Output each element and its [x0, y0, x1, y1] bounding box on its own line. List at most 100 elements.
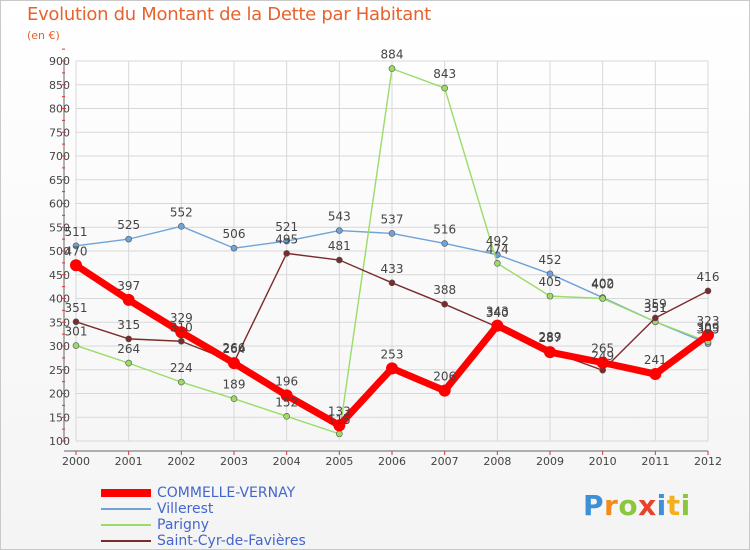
- data-label: 481: [328, 239, 351, 253]
- legend-swatch-villerest: [101, 508, 151, 510]
- data-point: [491, 319, 504, 332]
- chart-title: Evolution du Montant de la Dette par Hab…: [27, 4, 431, 25]
- y-tick-label: 750: [49, 126, 70, 139]
- data-label: 196: [275, 374, 298, 388]
- data-label: 397: [117, 279, 140, 293]
- data-label: 253: [381, 347, 404, 361]
- data-label: 189: [223, 378, 246, 392]
- data-point: [704, 287, 712, 295]
- data-label: 206: [433, 370, 456, 384]
- data-point: [178, 337, 185, 345]
- logo-letter: t: [666, 489, 681, 522]
- y-tick-label: 400: [49, 293, 70, 306]
- data-label: 351: [644, 301, 667, 315]
- x-tick-label: 2005: [325, 455, 353, 468]
- data-point: [125, 335, 132, 343]
- legend-item-parigny[interactable]: Parigny: [101, 517, 306, 533]
- data-label: 305: [697, 323, 720, 337]
- legend-item-villerest[interactable]: Villerest: [101, 501, 306, 517]
- data-label: 264: [223, 342, 246, 356]
- data-label: 388: [433, 283, 456, 297]
- x-tick-label: 2010: [589, 455, 617, 468]
- data-label: 470: [65, 244, 88, 258]
- data-point: [388, 279, 396, 287]
- y-tick-label: 650: [49, 174, 70, 187]
- y-tick-label: 200: [49, 388, 70, 401]
- data-point: [652, 314, 659, 322]
- data-label: 552: [170, 205, 193, 219]
- y-tick-label: 700: [49, 150, 70, 163]
- data-point: [546, 292, 554, 300]
- data-label: 340: [486, 306, 509, 320]
- data-point: [388, 230, 396, 237]
- y-tick-label: 550: [49, 221, 70, 234]
- legend-item-commelle-vernay[interactable]: COMMELLE-VERNAY: [101, 485, 306, 501]
- data-label: 224: [170, 361, 193, 375]
- legend-swatch-saint-cyr: [101, 540, 151, 542]
- data-point: [333, 419, 346, 432]
- data-label: 315: [117, 318, 140, 332]
- data-point: [438, 384, 451, 397]
- data-label: 115: [328, 413, 351, 427]
- logo-letter: r: [604, 489, 619, 522]
- data-label: 884: [381, 48, 404, 62]
- data-label: 525: [117, 218, 140, 232]
- x-tick-label: 2002: [167, 455, 195, 468]
- data-point: [649, 368, 662, 381]
- data-label: 433: [381, 262, 404, 276]
- data-label: 452: [539, 253, 562, 267]
- data-point: [178, 223, 185, 230]
- data-point: [441, 300, 448, 308]
- y-tick-label: 600: [49, 198, 70, 211]
- data-point: [283, 237, 290, 245]
- data-point: [72, 342, 80, 349]
- legend-label-villerest: Villerest: [157, 501, 214, 517]
- data-label: 309: [697, 321, 720, 335]
- data-point: [494, 260, 501, 267]
- legend-label-parigny: Parigny: [157, 517, 210, 533]
- data-label: 495: [275, 232, 298, 246]
- legend-label-commelle-vernay: COMMELLE-VERNAY: [157, 485, 296, 501]
- data-label: 264: [117, 342, 140, 356]
- data-point: [599, 295, 606, 302]
- data-point: [70, 259, 82, 272]
- data-point: [544, 346, 556, 359]
- data-point: [546, 270, 554, 278]
- data-point: [388, 65, 396, 72]
- y-tick-label: 450: [49, 269, 70, 282]
- data-point: [280, 389, 293, 402]
- logo-letter: x: [638, 489, 657, 522]
- y-tick-label: 500: [49, 245, 70, 258]
- legend-item-saint-cyr[interactable]: Saint-Cyr-de-Favières: [101, 533, 306, 549]
- legend-swatch-commelle-vernay: [101, 489, 151, 497]
- data-label: 287: [539, 331, 562, 345]
- y-tick-label: 350: [49, 316, 70, 329]
- x-tick-label: 2012: [694, 455, 722, 468]
- data-point: [230, 244, 238, 252]
- x-tick-label: 2000: [62, 455, 90, 468]
- legend-swatch-parigny: [101, 524, 151, 526]
- chart-subtitle: (en €): [27, 29, 60, 42]
- data-label: 310: [170, 320, 193, 334]
- data-point: [125, 359, 132, 367]
- y-tick-label: 100: [49, 435, 70, 448]
- data-label: 343: [486, 305, 509, 319]
- data-point: [596, 356, 609, 369]
- data-point: [336, 256, 343, 264]
- logo-letter: i: [656, 489, 667, 522]
- data-label: 152: [275, 395, 298, 409]
- x-tick-label: 2011: [641, 455, 669, 468]
- data-point: [441, 84, 448, 92]
- data-label: 521: [275, 220, 298, 234]
- data-label: 400: [591, 278, 614, 292]
- data-label: 492: [486, 234, 509, 248]
- data-point: [228, 357, 240, 370]
- data-label: 474: [486, 242, 509, 256]
- x-tick-label: 2006: [378, 455, 406, 468]
- data-point: [386, 362, 398, 375]
- logo-letter: o: [618, 489, 639, 522]
- data-label: 511: [65, 225, 88, 239]
- data-label: 241: [644, 353, 667, 367]
- data-point: [283, 412, 290, 420]
- x-tick-label: 2004: [273, 455, 301, 468]
